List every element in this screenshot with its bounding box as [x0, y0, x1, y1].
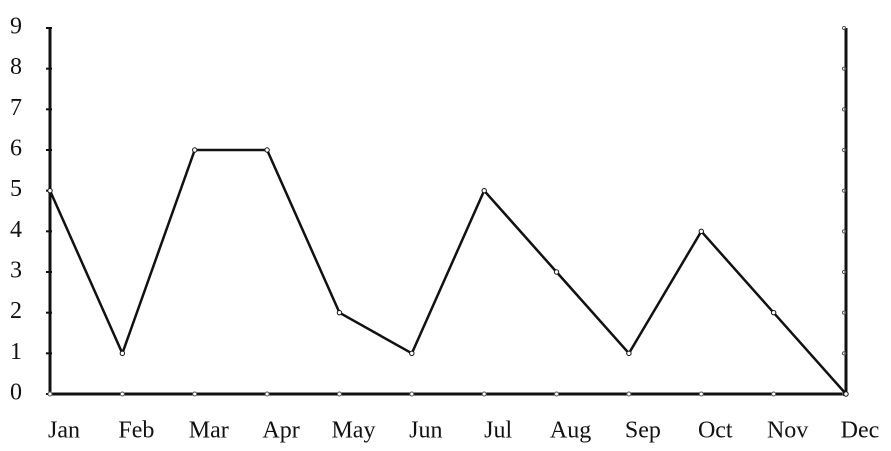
- x-tick: [698, 391, 704, 397]
- point: [409, 350, 415, 357]
- x-tick-label: Dec: [841, 418, 880, 444]
- y-tick-label: 9: [10, 14, 22, 40]
- point: [481, 187, 487, 194]
- line: [48, 148, 847, 395]
- x-tick: [336, 391, 342, 397]
- point: [698, 228, 704, 235]
- x-tick-label: Feb: [118, 418, 154, 444]
- y-tick-label: 8: [10, 54, 22, 80]
- point: [119, 350, 126, 357]
- right-tick: [841, 188, 847, 193]
- point: [843, 391, 849, 397]
- y-tick-label: 4: [10, 217, 22, 243]
- x-tick-label: Sep: [625, 418, 661, 444]
- x-tick-label: May: [331, 418, 375, 444]
- point: [770, 309, 777, 316]
- right-tick: [841, 25, 847, 31]
- x-tick: [119, 391, 125, 397]
- y-tick-label: 7: [10, 95, 22, 121]
- point: [626, 350, 632, 357]
- y-tick-label: 0: [10, 380, 22, 406]
- y-tick-label: 1: [10, 339, 22, 365]
- right-tick: [841, 66, 847, 71]
- x-tick-label: Aug: [550, 418, 591, 444]
- right-tick: [841, 310, 847, 315]
- point: [192, 147, 198, 153]
- x-tick-label: Apr: [262, 418, 299, 444]
- x-tick: [554, 391, 560, 397]
- x-tick-label: Oct: [698, 418, 733, 444]
- x-tick: [264, 391, 270, 397]
- point: [47, 187, 53, 194]
- x-tick: [47, 391, 53, 397]
- right-tick: [841, 147, 847, 153]
- y-tick-label: 6: [10, 136, 22, 162]
- y-tick-label: 3: [10, 258, 22, 284]
- x-tick-label: Nov: [767, 418, 808, 444]
- x-tick-label: Jan: [48, 418, 80, 444]
- x-tick: [409, 391, 415, 397]
- point: [553, 269, 560, 275]
- x-tick: [481, 391, 487, 397]
- x-tick: [192, 391, 198, 397]
- x-tick-label: Mar: [189, 418, 229, 444]
- x-tick: [626, 391, 632, 397]
- right-tick: [841, 229, 847, 234]
- y-tick-label: 5: [10, 176, 22, 202]
- point: [264, 147, 270, 153]
- x-tick: [771, 391, 777, 397]
- right-tick: [841, 269, 847, 275]
- right-tick: [841, 351, 847, 356]
- point: [336, 309, 343, 316]
- y-tick-label: 2: [10, 298, 22, 324]
- x-tick-label: Jul: [484, 418, 512, 444]
- right-tick: [841, 107, 847, 112]
- x-tick-label: Jun: [409, 418, 442, 444]
